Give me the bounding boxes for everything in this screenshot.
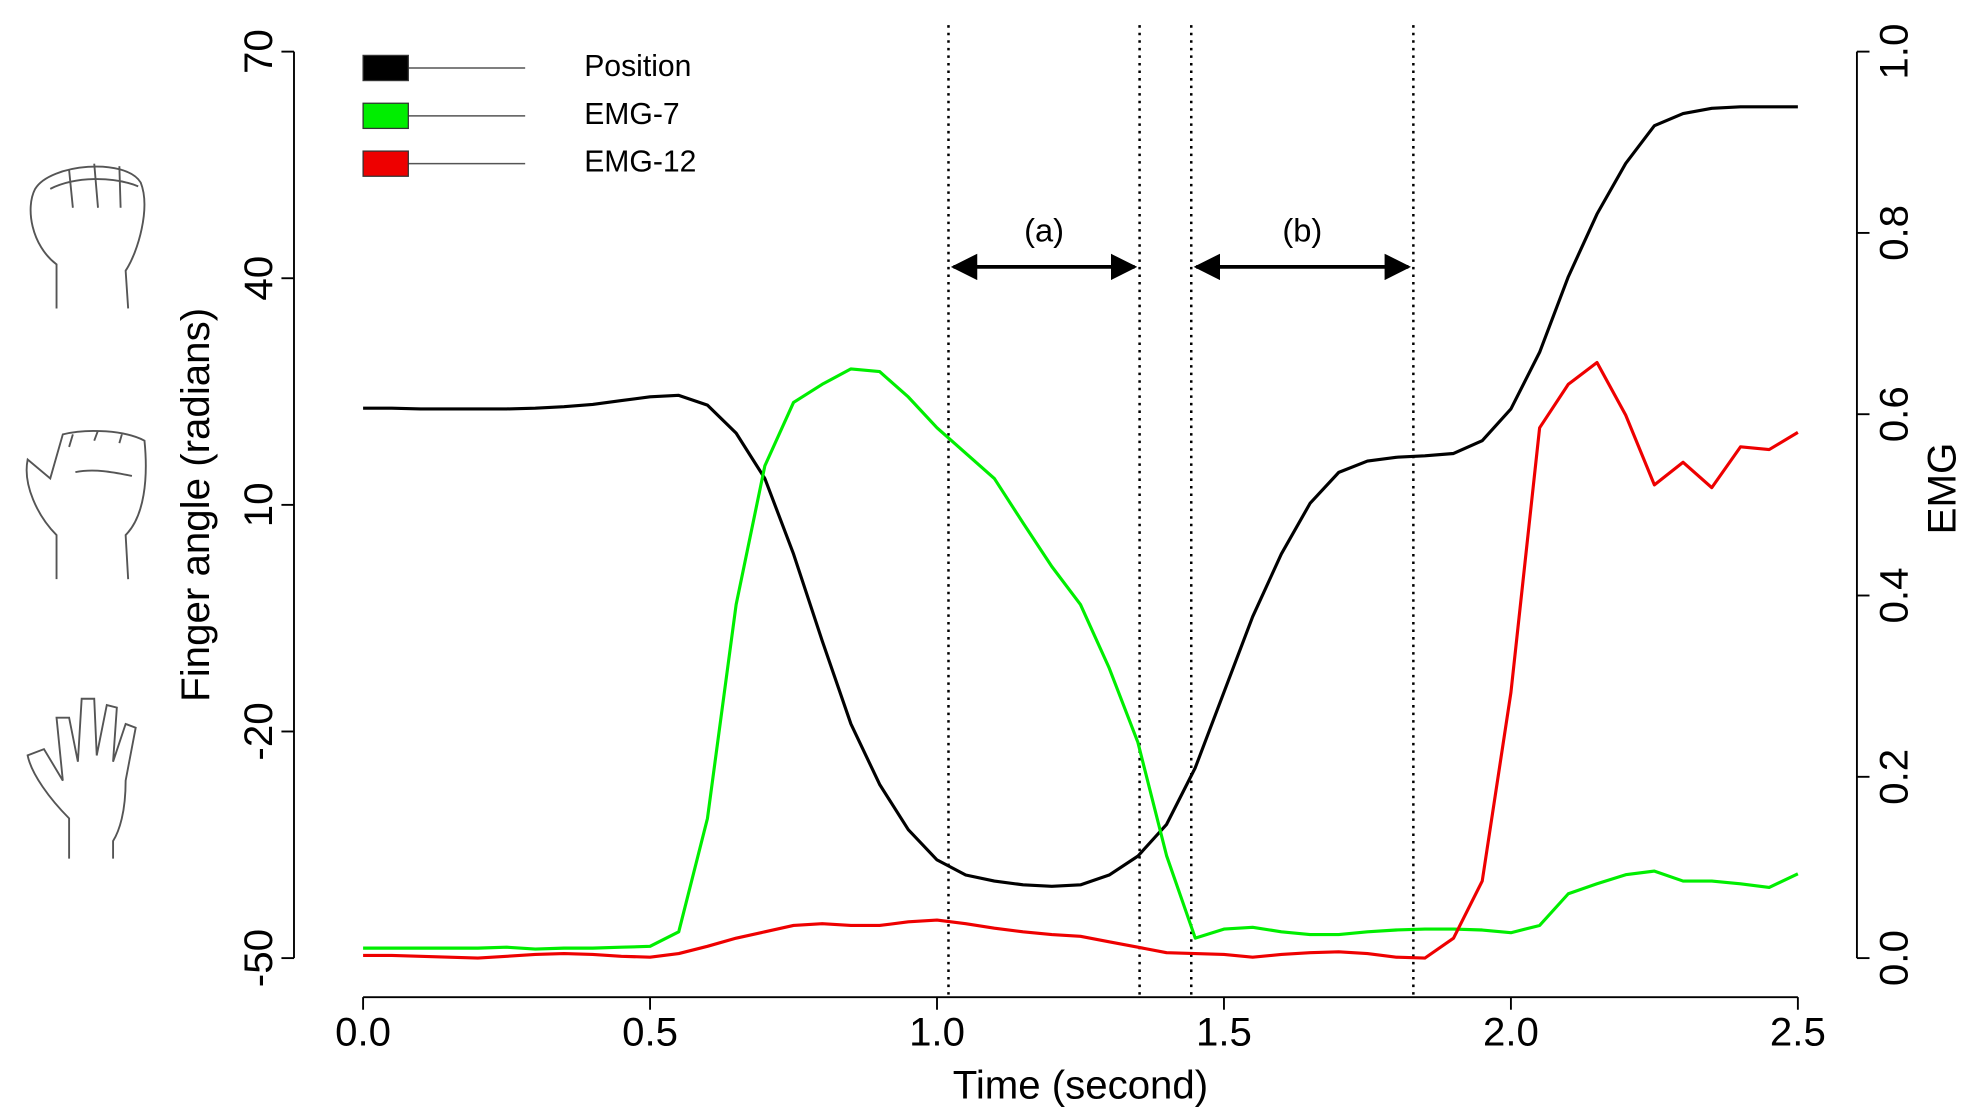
y2-tick-label: 0.2	[1872, 749, 1917, 805]
y2-tick-label: 0.6	[1872, 386, 1917, 442]
hand-icons	[25, 163, 147, 859]
y2-tick-label: 1.0	[1872, 24, 1917, 80]
y-tick-label: 40	[236, 256, 281, 301]
y-tick-label: 70	[236, 29, 281, 74]
y-tick-label: 10	[236, 482, 281, 527]
legend-label: EMG-12	[584, 146, 696, 179]
y2-axis-label: EMG	[1920, 443, 1965, 535]
x-tick-label: 2.0	[1483, 1010, 1539, 1055]
x-axis-label: Time (second)	[953, 1062, 1208, 1107]
legend-label: Position	[584, 50, 691, 83]
y-axis-label: Finger angle (radians)	[173, 308, 218, 702]
data-line	[363, 367, 1799, 951]
y-tick-label: -20	[236, 702, 281, 760]
x-tick-label: 1.5	[1196, 1010, 1252, 1055]
y2-tick-label: 0.0	[1872, 930, 1917, 986]
annotation-label: (a)	[1024, 212, 1064, 249]
data-line	[363, 105, 1798, 888]
legend-swatch	[362, 102, 409, 130]
annotation-label: (b)	[1282, 212, 1322, 249]
x-tick-label: 0.5	[622, 1010, 678, 1055]
legend-swatch	[362, 54, 409, 82]
legend-label: EMG-7	[584, 98, 679, 131]
y2-tick-label: 0.4	[1872, 568, 1917, 624]
data-line	[363, 360, 1799, 960]
legend-swatch	[362, 150, 409, 177]
plot-area: 0.0 0.5 1.0 1.5 2.0 2.5 -50 -20 10 40 70 0.0 0.2 0.4 0…	[236, 24, 1917, 1055]
y-tick-label: -50	[236, 929, 281, 987]
y2-tick-label: 0.8	[1872, 205, 1917, 261]
x-tick-label: 1.0	[909, 1010, 965, 1055]
x-tick-label: 2.5	[1770, 1010, 1826, 1055]
x-tick-label: 0.0	[335, 1010, 391, 1055]
